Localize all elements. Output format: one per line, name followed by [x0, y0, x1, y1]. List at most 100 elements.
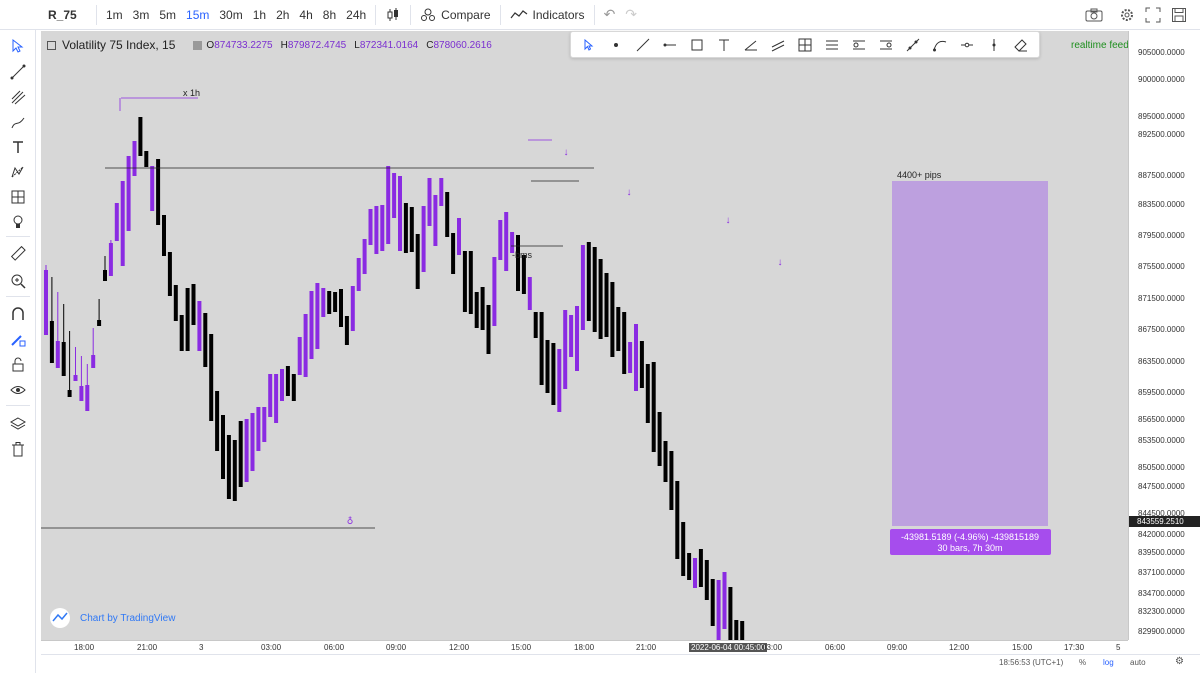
time-tick: 21:00	[636, 643, 657, 652]
fib-retracement-tool[interactable]	[818, 32, 845, 57]
object-tree-tool[interactable]	[7, 413, 29, 435]
cursor-tool[interactable]	[7, 35, 29, 57]
price-tick: 850500.0000	[1138, 463, 1185, 472]
interval-2h[interactable]: 2h	[276, 7, 290, 22]
long-position-tool[interactable]	[845, 32, 872, 57]
stay-in-drawing-mode-tool[interactable]	[7, 328, 29, 350]
interval-5m[interactable]: 5m	[159, 7, 177, 22]
gear-icon[interactable]: ⚙	[1175, 656, 1184, 667]
dot-icon	[613, 42, 618, 47]
text-tool[interactable]	[710, 32, 737, 57]
vertical-line-tool[interactable]	[980, 32, 1007, 57]
candle-body	[374, 206, 379, 254]
prediction-tool[interactable]	[7, 186, 29, 208]
horizontal-line-icon	[663, 43, 676, 46]
lock-drawings-tool[interactable]	[7, 353, 29, 375]
auto-toggle[interactable]: auto	[1130, 658, 1146, 667]
divider	[6, 296, 30, 297]
pitchfork-tool[interactable]	[7, 86, 29, 108]
magnet-tool[interactable]	[7, 303, 29, 325]
candle-body	[698, 549, 703, 587]
candle-body	[362, 239, 367, 274]
candle-body	[268, 374, 273, 417]
parallel-channel-tool[interactable]	[764, 32, 791, 57]
trend-line-tool[interactable]	[7, 61, 29, 83]
candle-body	[138, 117, 143, 156]
collapse-legend-icon[interactable]	[47, 40, 56, 50]
pattern-tool[interactable]	[7, 161, 29, 183]
trend-line-icon	[10, 64, 26, 80]
remove-drawings-tool[interactable]	[7, 438, 29, 460]
price-tick: 842000.0000	[1138, 530, 1185, 539]
icon-tool[interactable]	[7, 211, 29, 233]
candle-body	[350, 286, 355, 331]
time-tick: 18:00	[74, 643, 95, 652]
magnet-icon	[12, 307, 24, 320]
angle-tool[interactable]	[737, 32, 764, 57]
undo-button[interactable]: ↶	[599, 0, 621, 30]
candle-body	[144, 151, 149, 167]
curve-tool[interactable]	[926, 32, 953, 57]
candlestick-chart[interactable]: ↓ ↓ ↓ ↓ ♁ x 1h -bms 4400+ pips -43981.5189 (-4.9…	[41, 31, 1128, 640]
hide-drawings-tool[interactable]	[7, 379, 29, 401]
screenshot-button[interactable]	[1080, 0, 1108, 30]
chart-pane[interactable]: ↓ ↓ ↓ ↓ ♁ x 1h -bms 4400+ pips -43981.5189 (-4.9…	[41, 31, 1128, 640]
candle-body	[392, 173, 397, 218]
separator	[375, 4, 377, 25]
log-toggle[interactable]: log	[1103, 658, 1114, 667]
candle-body	[474, 292, 479, 328]
horizontal-line-tool[interactable]	[953, 32, 980, 57]
short-position-tool[interactable]	[872, 32, 899, 57]
redo-icon: ↷	[625, 6, 638, 22]
dot-tool[interactable]	[602, 32, 629, 57]
eraser-tool[interactable]	[1007, 32, 1034, 57]
separator	[410, 4, 412, 25]
compare-button[interactable]: Compare	[415, 0, 495, 30]
trend-line-tool[interactable]	[629, 32, 656, 57]
lightbulb-icon	[13, 215, 23, 228]
trash-icon	[12, 442, 24, 457]
chart-legend: Volatility 75 Index, 15 O874733.2275 H87…	[47, 38, 492, 52]
settings-button[interactable]	[1114, 0, 1140, 30]
text-tool[interactable]	[7, 136, 29, 158]
candle-body	[173, 285, 178, 321]
interval-8h[interactable]: 8h	[322, 7, 337, 22]
measure-line-1: -43981.5189 (-4.96%) -439815189	[901, 532, 1039, 542]
candle-body	[421, 206, 426, 272]
price-axis[interactable]: 905000.0000 900000.0000 895000.0000 892500.…	[1128, 31, 1200, 640]
candle-body	[327, 291, 332, 314]
ohlc-open: O874733.2275	[206, 40, 272, 51]
save-button[interactable]	[1166, 0, 1192, 30]
redo-button[interactable]: ↷	[620, 0, 642, 30]
interval-30m[interactable]: 30m	[219, 7, 243, 22]
interval-4h[interactable]: 4h	[299, 7, 313, 22]
candle-body	[321, 288, 326, 317]
price-tick: 856500.0000	[1138, 415, 1185, 424]
interval-1m[interactable]: 1m	[106, 7, 123, 22]
horizontal-ray-tool[interactable]	[656, 32, 683, 57]
time-tick: 21:00	[137, 643, 158, 652]
fullscreen-button[interactable]	[1140, 0, 1166, 30]
chart-type-button[interactable]	[380, 0, 406, 30]
cursor-tool[interactable]	[575, 32, 602, 57]
grid-tool[interactable]	[791, 32, 818, 57]
interval-1h[interactable]: 1h	[252, 7, 267, 22]
measure-tool[interactable]	[7, 242, 29, 264]
price-range-tool[interactable]	[899, 32, 926, 57]
price-tick: 853500.0000	[1138, 436, 1185, 445]
rectangle-tool[interactable]	[683, 32, 710, 57]
low-prefix: L	[354, 39, 360, 51]
zoom-tool[interactable]	[7, 270, 29, 292]
percent-toggle[interactable]: %	[1079, 658, 1087, 667]
candle-body	[285, 366, 290, 396]
interval-24h[interactable]: 24h	[346, 7, 367, 22]
symbol-search[interactable]: R_75	[0, 0, 77, 30]
candle-body	[356, 258, 361, 291]
time-axis[interactable]: 18:00 21:00 3 03:00 06:00 09:00 12:00 15:00 18:0…	[41, 640, 1128, 654]
indicators-button[interactable]: Indicators	[505, 0, 590, 30]
interval-3m[interactable]: 3m	[132, 7, 150, 22]
brush-tool[interactable]	[7, 112, 29, 134]
interval-15m[interactable]: 15m	[186, 7, 210, 22]
candle-body	[457, 218, 461, 255]
candle-body	[521, 255, 526, 294]
